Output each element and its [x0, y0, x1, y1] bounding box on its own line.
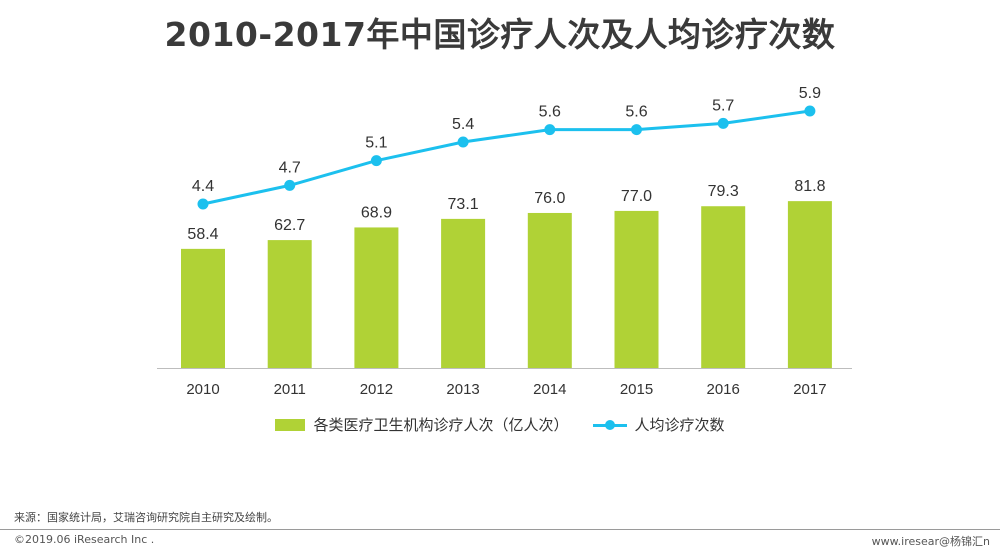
x-tick-label: 2012 [360, 381, 393, 398]
legend-bar-label: 各类医疗卫生机构诊疗人次（亿人次） [313, 416, 569, 434]
bar-data-label: 77.0 [621, 188, 652, 205]
bar [614, 210, 659, 368]
bar [354, 227, 399, 368]
legend-item-bar: 各类医疗卫生机构诊疗人次（亿人次） [275, 414, 569, 435]
line-point [631, 124, 642, 136]
line-data-label: 5.1 [365, 135, 387, 152]
legend: 各类医疗卫生机构诊疗人次（亿人次） 人均诊疗次数 [0, 414, 1000, 435]
copyright: ©2019.06 iResearch Inc . [14, 533, 155, 546]
bar-data-label: 58.4 [187, 226, 218, 243]
legend-bar-swatch [275, 418, 306, 431]
bar [267, 240, 312, 368]
line-point [370, 155, 382, 167]
legend-line-label: 人均诊疗次数 [634, 416, 725, 434]
bar-data-label: 68.9 [361, 204, 392, 221]
bar-data-label: 62.7 [274, 217, 305, 234]
line-data-label: 4.4 [192, 178, 214, 195]
line-point [457, 136, 469, 148]
line-point [717, 117, 729, 129]
website-link[interactable]: www.iresear@杨锦汇n [871, 535, 990, 548]
x-tick-label: 2014 [533, 381, 566, 398]
bar-data-label: 73.1 [448, 196, 479, 213]
x-tick-label: 2013 [446, 381, 479, 398]
footer-divider [0, 529, 1000, 530]
bar [787, 201, 832, 368]
line-point [804, 105, 816, 117]
x-tick-label: 2011 [274, 381, 306, 398]
bar [441, 218, 486, 368]
line-series [202, 109, 811, 206]
chart-title: 2010-2017年中国诊疗人次及人均诊疗次数 [164, 15, 836, 54]
source-note: 来源：国家统计局，艾瑞咨询研究院自主研究及绘制。 [14, 511, 278, 524]
x-tick-label: 2010 [186, 381, 219, 398]
x-tick-label: 2017 [793, 381, 826, 398]
legend-line-swatch [592, 419, 627, 431]
line-data-label: 5.7 [712, 97, 734, 114]
bar [527, 212, 572, 368]
bar-data-label: 81.8 [794, 178, 825, 195]
bar [701, 206, 746, 368]
line-data-label: 5.6 [625, 104, 647, 121]
line-point [284, 179, 296, 191]
bar-data-label: 76.0 [534, 190, 565, 207]
x-tick-label: 2015 [620, 381, 653, 398]
line-point [197, 198, 209, 210]
bar-data-label: 79.3 [708, 183, 739, 200]
bar [181, 248, 225, 368]
line-point [544, 124, 556, 136]
line-data-label: 5.9 [799, 85, 821, 102]
x-tick-label: 2016 [707, 381, 740, 398]
line-data-label: 5.6 [539, 104, 561, 121]
line-data-label: 5.4 [452, 116, 474, 133]
line-data-label: 4.7 [279, 159, 301, 176]
legend-item-line: 人均诊疗次数 [592, 414, 725, 435]
